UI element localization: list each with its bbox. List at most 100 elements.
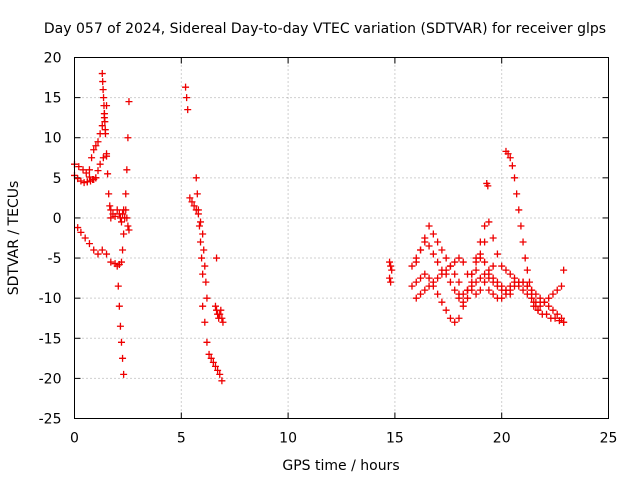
data-point <box>183 94 191 102</box>
data-point <box>481 222 489 230</box>
series-track-27 <box>483 179 568 274</box>
data-point <box>216 370 224 378</box>
data-point <box>451 318 459 326</box>
data-point <box>107 214 115 222</box>
data-point <box>412 258 420 266</box>
data-point <box>481 270 489 278</box>
data-point <box>489 234 497 242</box>
data-point <box>200 246 208 254</box>
data-point <box>203 338 211 346</box>
data-point <box>421 286 429 294</box>
data-point <box>105 190 113 198</box>
data-point <box>201 318 209 326</box>
data-point <box>508 162 516 170</box>
data-point <box>421 270 429 278</box>
data-point <box>429 250 437 258</box>
data-point <box>459 290 467 298</box>
y-tick-label: -25 <box>39 412 62 428</box>
data-point <box>387 262 395 270</box>
y-tick-label: -15 <box>39 331 62 347</box>
data-point <box>417 290 425 298</box>
data-point <box>188 198 196 206</box>
data-point <box>481 258 489 266</box>
data-point <box>81 234 89 242</box>
series-track-9 <box>117 98 133 266</box>
data-point <box>429 278 437 286</box>
data-point <box>218 314 226 322</box>
data-point <box>549 290 557 298</box>
data-point <box>123 166 131 174</box>
data-point <box>421 234 429 242</box>
data-point <box>551 314 559 322</box>
data-point <box>523 282 531 290</box>
data-point <box>468 270 476 278</box>
series-track-14 <box>199 302 226 385</box>
data-point <box>387 278 395 286</box>
series-track-1 <box>71 152 111 183</box>
data-point <box>446 278 454 286</box>
data-point <box>209 358 217 366</box>
data-point <box>412 294 420 302</box>
series-track-5 <box>98 70 109 134</box>
data-point <box>489 290 497 298</box>
data-point <box>106 202 114 210</box>
data-point <box>549 306 557 314</box>
data-point <box>124 134 132 142</box>
data-point <box>125 226 133 234</box>
data-point <box>90 246 98 254</box>
data-point <box>219 318 227 326</box>
data-point <box>476 274 484 282</box>
data-point <box>481 278 489 286</box>
data-point <box>98 70 106 78</box>
data-point <box>493 282 501 290</box>
series-track-6 <box>74 224 123 268</box>
x-tick-label: 15 <box>386 431 404 447</box>
data-point <box>214 366 222 374</box>
data-point <box>85 240 93 248</box>
data-point <box>124 222 132 230</box>
data-point <box>79 166 87 174</box>
data-point <box>186 194 194 202</box>
data-point <box>113 206 121 214</box>
y-tick-label: 0 <box>53 211 62 227</box>
data-point <box>560 266 568 274</box>
data-point <box>120 230 128 238</box>
data-point <box>451 270 459 278</box>
data-point <box>75 163 83 171</box>
data-point <box>197 238 205 246</box>
data-point <box>472 290 480 298</box>
data-point <box>504 150 512 158</box>
data-point <box>485 286 493 294</box>
data-point <box>555 317 563 325</box>
data-point <box>101 126 109 134</box>
data-point <box>476 286 484 294</box>
data-point <box>451 258 459 266</box>
data-point <box>193 190 201 198</box>
data-point <box>207 354 215 362</box>
data-point <box>434 274 442 282</box>
data-point <box>88 154 96 162</box>
series-track-21 <box>412 254 497 302</box>
data-point <box>446 314 454 322</box>
data-point <box>119 210 127 218</box>
data-point <box>194 206 202 214</box>
data-point <box>388 266 396 274</box>
data-point <box>438 298 446 306</box>
data-point <box>434 258 442 266</box>
data-point <box>451 286 459 294</box>
data-point <box>123 214 131 222</box>
series-track-16 <box>213 254 221 262</box>
y-axis-label: SDTVAR / TECUs <box>6 181 22 296</box>
y-tick-label: 20 <box>44 51 62 67</box>
series-track-13 <box>192 174 207 278</box>
data-point <box>459 258 467 266</box>
series-track-15 <box>211 302 227 326</box>
data-point <box>96 160 104 168</box>
data-point <box>425 242 433 250</box>
data-point <box>558 282 566 290</box>
y-tick-label: 5 <box>53 171 62 187</box>
y-tick-label: -20 <box>39 371 62 387</box>
data-point <box>545 294 553 302</box>
data-point <box>425 222 433 230</box>
data-point <box>114 282 122 290</box>
